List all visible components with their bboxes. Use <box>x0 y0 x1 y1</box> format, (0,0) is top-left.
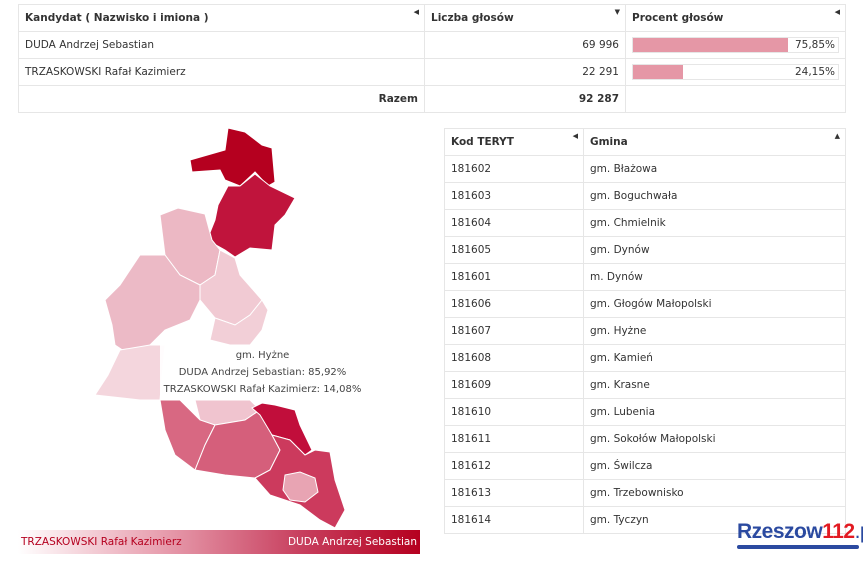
legend-right-label: DUDA Andrzej Sebastian <box>287 536 417 548</box>
table-row: TRZASKOWSKI Rafał Kazimierz 22 291 24,15… <box>18 58 846 86</box>
header-label: Procent głosów <box>632 12 724 24</box>
table-row: DUDA Andrzej Sebastian 69 996 75,85% <box>18 31 846 59</box>
vote-count: 22 291 <box>424 58 626 86</box>
teryt-code: 181611 <box>444 425 584 453</box>
percent-bar: 75,85% <box>632 37 839 53</box>
logo-part: Rzeszow <box>737 520 823 543</box>
teryt-code: 181605 <box>444 236 584 264</box>
logo-part: .pl <box>854 520 863 543</box>
table-row[interactable]: 181602 gm. Błażowa <box>444 155 846 183</box>
map-tooltip: gm. Hyżne DUDA Andrzej Sebastian: 85,92%… <box>160 345 365 399</box>
region-dynow-m[interactable] <box>282 471 319 503</box>
teryt-code: 181608 <box>444 344 584 372</box>
total-label: Razem <box>18 85 425 113</box>
header-gmina[interactable]: Gmina ▲ <box>583 128 846 156</box>
color-legend: TRZASKOWSKI Rafał Kazimierz DUDA Andrzej… <box>18 530 420 554</box>
gmina-name: gm. Krasne <box>583 371 846 399</box>
rzeszow112-logo[interactable]: Rzeszow112.pl <box>737 520 863 554</box>
percent-bar-fill <box>633 65 683 79</box>
region-krasne[interactable] <box>209 299 269 346</box>
teryt-code: 181613 <box>444 479 584 507</box>
teryt-code: 181614 <box>444 506 584 534</box>
results-table: Kandydat ( Nazwisko i imiona ) ◀ Liczba g… <box>18 4 846 113</box>
teryt-code: 181601 <box>444 263 584 291</box>
gmina-name: gm. Lubenia <box>583 398 846 426</box>
vote-count: 69 996 <box>424 31 626 59</box>
table-row[interactable]: 181605 gm. Dynów <box>444 236 846 264</box>
percent-bar: 24,15% <box>632 64 839 80</box>
gmina-name: gm. Boguchwała <box>583 182 846 210</box>
gmina-name: gm. Chmielnik <box>583 209 846 237</box>
gmina-name: gm. Hyżne <box>583 317 846 345</box>
table-row[interactable]: 181611 gm. Sokołów Małopolski <box>444 425 846 453</box>
total-row: Razem 92 287 <box>18 85 846 113</box>
region-chmielnik[interactable] <box>251 402 313 456</box>
gmina-name: gm. Głogów Małopolski <box>583 290 846 318</box>
teryt-code: 181604 <box>444 209 584 237</box>
gmina-name: gm. Błażowa <box>583 155 846 183</box>
teryt-code: 181607 <box>444 317 584 345</box>
logo-part: 112 <box>822 520 855 543</box>
gmina-name: gm. Świlcza <box>583 452 846 480</box>
header-label: Kandydat ( Nazwisko i imiona ) <box>25 12 209 24</box>
percent-cell: 24,15% <box>625 58 846 86</box>
table-row[interactable]: 181604 gm. Chmielnik <box>444 209 846 237</box>
gmina-name: gm. Dynów <box>583 236 846 264</box>
percent-bar-fill <box>633 38 789 52</box>
table-row[interactable]: 181613 gm. Trzebownisko <box>444 479 846 507</box>
candidate-name: DUDA Andrzej Sebastian <box>18 31 425 59</box>
table-row[interactable]: 181610 gm. Lubenia <box>444 398 846 426</box>
legend-left-label: TRZASKOWSKI Rafał Kazimierz <box>21 536 182 548</box>
percent-cell: 75,85% <box>625 31 846 59</box>
region-blazowa[interactable] <box>189 127 276 187</box>
choropleth-map <box>94 127 346 529</box>
teryt-code: 181606 <box>444 290 584 318</box>
tooltip-line-trzaskowski: TRZASKOWSKI Rafał Kazimierz: 14,08% <box>163 384 362 395</box>
gmina-name: gm. Tyczyn <box>583 506 846 534</box>
candidate-name: TRZASKOWSKI Rafał Kazimierz <box>18 58 425 86</box>
sort-icon[interactable]: ◀ <box>834 8 840 16</box>
total-votes: 92 287 <box>424 85 626 113</box>
sort-asc-icon[interactable]: ▲ <box>834 132 840 140</box>
table-row[interactable]: 181612 gm. Świlcza <box>444 452 846 480</box>
table-row[interactable]: 181603 gm. Boguchwała <box>444 182 846 210</box>
header-label: Kod TERYT <box>451 136 514 148</box>
region-chmielnik-west[interactable] <box>94 344 166 401</box>
region-trzebownisko[interactable] <box>206 173 296 258</box>
gmina-name: gm. Trzebownisko <box>583 479 846 507</box>
gmina-name: m. Dynów <box>583 263 846 291</box>
table-row[interactable]: 181614 gm. Tyczyn <box>444 506 846 534</box>
teryt-code: 181603 <box>444 182 584 210</box>
table-row[interactable]: 181601 m. Dynów <box>444 263 846 291</box>
teryt-table: Kod TERYT ◀ Gmina ▲ 181602 gm. Błażowa 18160… <box>444 128 846 534</box>
gmina-name: gm. Sokołów Małopolski <box>583 425 846 453</box>
tooltip-title: gm. Hyżne <box>235 350 290 361</box>
header-teryt[interactable]: Kod TERYT ◀ <box>444 128 584 156</box>
sort-desc-icon[interactable]: ▼ <box>614 8 620 16</box>
teryt-code: 181602 <box>444 155 584 183</box>
sort-icon[interactable]: ◀ <box>572 132 578 140</box>
header-label: Gmina <box>590 136 628 148</box>
sort-icon[interactable]: ◀ <box>413 8 419 16</box>
logo-strip <box>737 545 859 549</box>
teryt-code: 181610 <box>444 398 584 426</box>
header-candidate[interactable]: Kandydat ( Nazwisko i imiona ) ◀ <box>18 4 425 32</box>
header-votes[interactable]: Liczba głosów ▼ <box>424 4 626 32</box>
tooltip-line-duda: DUDA Andrzej Sebastian: 85,92% <box>178 367 347 378</box>
table-row[interactable]: 181609 gm. Krasne <box>444 371 846 399</box>
table-row[interactable]: 181607 gm. Hyżne <box>444 317 846 345</box>
table-row[interactable]: 181606 gm. Głogów Małopolski <box>444 290 846 318</box>
logo-text: Rzeszow112.pl <box>737 520 863 544</box>
teryt-code: 181609 <box>444 371 584 399</box>
gmina-name: gm. Kamień <box>583 344 846 372</box>
teryt-code: 181612 <box>444 452 584 480</box>
empty-cell <box>625 85 846 113</box>
table-row[interactable]: 181608 gm. Kamień <box>444 344 846 372</box>
percent-label: 75,85% <box>794 39 835 51</box>
percent-label: 24,15% <box>794 66 835 78</box>
header-percent[interactable]: Procent głosów ◀ <box>625 4 846 32</box>
header-label: Liczba głosów <box>431 12 514 24</box>
